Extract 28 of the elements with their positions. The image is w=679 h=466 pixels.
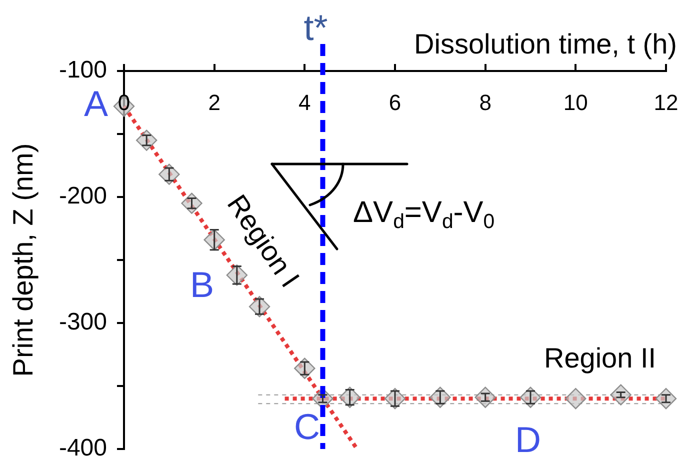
y-tick-label: -200: [58, 182, 107, 210]
x-tick-label: 0: [118, 90, 130, 116]
x-tick-label: 4: [298, 90, 311, 116]
x-tick-label: 2: [208, 90, 220, 116]
point: [136, 130, 158, 151]
point: [158, 164, 180, 185]
point: [474, 386, 496, 408]
y-tick-label: -400: [58, 434, 107, 462]
x-tick-label: 12: [654, 90, 678, 116]
x-axis-title: Dissolution time, t (h): [414, 28, 677, 60]
annotation: B: [190, 264, 214, 305]
x-tick-label: 10: [563, 90, 588, 116]
annotation: A: [84, 83, 108, 124]
y-tick-label: -300: [58, 308, 107, 336]
ref-line-label: t*: [304, 7, 328, 48]
point: [520, 386, 542, 408]
annotation: ΔV$_{d}$=V$_{d}$-V$_{0}$: [353, 196, 495, 234]
annotation: Region II: [544, 342, 656, 374]
annotation: C: [294, 406, 320, 447]
point: [294, 358, 316, 379]
x-tick-label: 6: [388, 90, 402, 116]
point: [181, 192, 202, 214]
point: [430, 386, 451, 408]
x-tick-label: 8: [479, 90, 492, 116]
y-axis-title: Print depth, Z (nm): [8, 143, 39, 377]
annotation: D: [515, 418, 541, 460]
point: [565, 388, 586, 410]
y-tick-label: -100: [58, 56, 107, 84]
